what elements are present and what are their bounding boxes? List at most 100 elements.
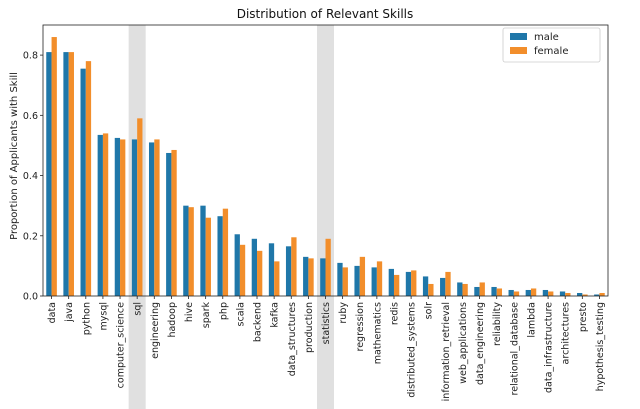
bar-female-kafka xyxy=(274,261,280,296)
legend-frame xyxy=(502,27,601,63)
x-tick-label-architectures: architectures xyxy=(561,302,572,364)
x-tick-label-relational_database: relational_database xyxy=(509,302,520,396)
bar-male-lambda xyxy=(525,289,531,296)
bar-male-computer_science xyxy=(114,137,121,296)
legend-swatch-male xyxy=(510,33,527,40)
bar-male-ruby xyxy=(337,262,343,296)
bar-female-mathematics xyxy=(376,261,383,296)
bar-female-relational_database xyxy=(513,291,520,296)
bar-male-python xyxy=(80,68,86,297)
x-tick-label-data: data xyxy=(47,302,58,323)
bar-female-statistics xyxy=(325,238,331,296)
x-tick-label-web_applications: web_applications xyxy=(458,302,469,384)
x-tick-label-regression: regression xyxy=(355,302,366,352)
x-tick-label-data_engineering: data_engineering xyxy=(475,302,486,385)
bar-male-architectures xyxy=(559,291,566,296)
bar-male-reliability xyxy=(491,286,497,296)
y-tick-label: 0.8 xyxy=(23,51,38,62)
bar-male-kafka xyxy=(268,243,275,296)
bar-male-production xyxy=(303,256,309,296)
x-tick-label-distributed_systems: distributed_systems xyxy=(407,302,418,398)
bar-female-python xyxy=(85,61,92,297)
bar-male-sql xyxy=(131,139,138,296)
bar-female-data_structures xyxy=(291,237,297,296)
x-tick-label-statistics: statistics xyxy=(321,302,332,344)
highlight-band-statistics xyxy=(317,25,334,409)
legend-label-male: male xyxy=(534,32,559,43)
bar-female-hive xyxy=(188,207,194,296)
bar-male-solr xyxy=(422,276,429,296)
bar-male-hypothesis_testing xyxy=(594,294,600,296)
bar-female-ruby xyxy=(342,267,348,296)
x-tick-label-ruby: ruby xyxy=(338,302,349,324)
x-tick-label-php: php xyxy=(218,302,229,320)
x-tick-label-scala: scala xyxy=(235,302,246,326)
bar-male-distributed_systems xyxy=(405,271,412,296)
bar-female-presto xyxy=(582,294,588,296)
bar-male-statistics xyxy=(320,258,326,296)
bar-male-data_engineering xyxy=(474,286,480,296)
x-tick-label-python: python xyxy=(81,302,92,335)
x-tick-label-solr: solr xyxy=(424,302,435,319)
bar-male-presto xyxy=(577,292,583,296)
x-tick-label-backend: backend xyxy=(253,302,264,342)
bar-female-data xyxy=(51,37,57,297)
x-tick-label-spark: spark xyxy=(201,302,212,329)
bar-male-spark xyxy=(200,205,206,296)
bar-male-hadoop xyxy=(166,152,172,296)
bar-female-backend xyxy=(257,250,263,296)
x-tick-label-computer_science: computer_science xyxy=(116,302,127,388)
bar-male-mysql xyxy=(97,134,103,296)
bar-male-data xyxy=(46,52,52,296)
bar-female-computer_science xyxy=(120,139,126,296)
bar-male-data_infrastructure xyxy=(542,289,549,296)
bar-female-information_retrieval xyxy=(445,271,451,296)
bar-male-data_structures xyxy=(285,246,292,296)
bar-male-php xyxy=(217,216,223,296)
x-tick-label-data_infrastructure: data_infrastructure xyxy=(544,302,555,393)
bar-male-java xyxy=(63,52,69,296)
bar-male-backend xyxy=(251,238,258,296)
bar-female-reliability xyxy=(496,288,503,296)
x-tick-label-data_structures: data_structures xyxy=(287,302,298,376)
y-tick-label: 0.4 xyxy=(23,171,38,182)
bar-female-lambda xyxy=(530,288,537,296)
x-tick-label-engineering: engineering xyxy=(150,302,161,359)
x-tick-label-production: production xyxy=(304,302,315,353)
bar-female-engineering xyxy=(154,139,160,296)
bar-male-regression xyxy=(354,265,360,296)
x-tick-label-hypothesis_testing: hypothesis_testing xyxy=(595,302,606,391)
legend-label-female: female xyxy=(534,46,568,57)
bar-female-sql xyxy=(137,118,143,296)
bar-female-java xyxy=(68,52,74,296)
bar-male-information_retrieval xyxy=(440,277,446,296)
y-tick-label: 0.6 xyxy=(23,111,38,122)
x-tick-label-lambda: lambda xyxy=(526,302,537,338)
bar-male-redis xyxy=(388,268,394,296)
chart-title: Distribution of Relevant Skills xyxy=(237,7,414,21)
bar-female-solr xyxy=(428,283,434,296)
bar-male-scala xyxy=(234,234,240,296)
x-tick-label-information_retrieval: information_retrieval xyxy=(441,302,452,401)
bar-male-web_applications xyxy=(457,282,463,296)
x-tick-label-redis: redis xyxy=(389,302,400,325)
bar-female-scala xyxy=(239,244,246,296)
x-tick-label-kafka: kafka xyxy=(270,302,281,328)
x-tick-label-presto: presto xyxy=(578,302,589,332)
y-axis-title: Proportion of Applicants with Skill xyxy=(9,72,20,240)
bar-female-spark xyxy=(205,217,211,296)
x-tick-label-mysql: mysql xyxy=(98,302,109,331)
bar-female-production xyxy=(308,258,314,296)
bar-female-data_infrastructure xyxy=(548,291,554,296)
bar-male-engineering xyxy=(148,142,155,296)
bar-male-relational_database xyxy=(508,289,514,296)
bar-female-mysql xyxy=(102,133,109,296)
bar-female-redis xyxy=(393,274,400,296)
bar-female-hypothesis_testing xyxy=(599,292,605,296)
bar-male-hive xyxy=(183,205,189,296)
x-tick-label-reliability: reliability xyxy=(492,302,503,346)
legend: male female xyxy=(502,27,601,63)
x-tick-label-hive: hive xyxy=(184,302,195,322)
bar-female-php xyxy=(222,208,229,296)
